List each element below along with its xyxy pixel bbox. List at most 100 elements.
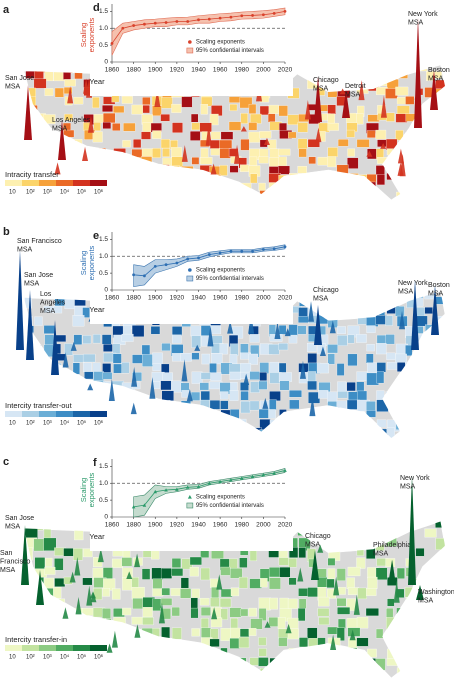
county — [121, 557, 133, 567]
county — [385, 558, 396, 568]
county — [279, 608, 292, 622]
city-spike — [311, 550, 319, 580]
county — [288, 558, 297, 568]
county — [356, 548, 364, 556]
county — [111, 164, 122, 173]
county — [161, 428, 170, 438]
county — [347, 353, 358, 367]
county — [258, 156, 269, 164]
county — [308, 521, 317, 531]
county — [404, 156, 414, 164]
county — [133, 139, 142, 148]
county — [287, 628, 299, 640]
county — [45, 557, 53, 567]
county — [336, 568, 346, 581]
county — [161, 390, 174, 401]
county — [395, 418, 405, 430]
county — [337, 139, 349, 147]
county — [131, 616, 145, 625]
county — [328, 191, 338, 199]
point — [175, 261, 179, 265]
city-spike — [414, 18, 422, 128]
county — [327, 557, 336, 566]
spike — [62, 607, 69, 619]
county — [376, 528, 386, 537]
county — [434, 148, 445, 160]
city-label: MSA — [313, 85, 329, 92]
city-label: San — [0, 550, 13, 557]
county — [269, 577, 281, 590]
county — [123, 648, 136, 660]
point — [218, 479, 222, 484]
county — [424, 164, 432, 173]
county — [24, 667, 33, 678]
county — [83, 362, 92, 373]
legend-tick: 10 — [9, 421, 16, 427]
county — [426, 363, 437, 375]
county — [258, 657, 269, 667]
point — [250, 474, 255, 478]
county — [297, 316, 309, 323]
county — [230, 587, 240, 597]
county — [54, 291, 68, 296]
point — [261, 248, 265, 251]
panel-letter: a — [3, 4, 10, 16]
county — [338, 521, 346, 526]
legend-label: 95% confidential intervals — [196, 503, 264, 509]
county — [122, 391, 131, 401]
county — [326, 578, 335, 588]
county — [34, 65, 46, 73]
county — [415, 353, 425, 362]
point — [132, 24, 136, 27]
spike — [89, 591, 96, 599]
county — [278, 182, 291, 190]
x-tick-label: 1880 — [126, 67, 141, 74]
county — [396, 667, 407, 678]
county — [385, 315, 393, 326]
county — [366, 325, 376, 333]
county — [210, 428, 222, 437]
county — [269, 391, 281, 402]
legend-swatch — [56, 411, 73, 417]
county — [238, 576, 248, 589]
point — [142, 503, 147, 507]
county — [347, 157, 359, 169]
county — [24, 95, 25, 106]
county — [210, 183, 222, 193]
county — [219, 598, 232, 608]
legend-tick: 10⁶ — [94, 654, 104, 661]
county — [24, 429, 26, 438]
y-tick-label: 0.5 — [99, 270, 108, 277]
county — [396, 607, 405, 619]
city-spike — [388, 560, 396, 585]
spike — [399, 310, 406, 330]
county — [346, 618, 358, 629]
county — [210, 325, 222, 335]
county — [336, 528, 346, 540]
city-label: MSA — [400, 483, 416, 490]
county — [220, 667, 232, 678]
county — [170, 429, 179, 438]
county — [33, 521, 44, 531]
spike — [216, 574, 223, 590]
county — [395, 647, 404, 656]
county — [54, 598, 65, 612]
county — [406, 390, 415, 401]
county — [259, 190, 272, 200]
county — [356, 139, 370, 148]
county — [259, 362, 270, 374]
county — [356, 334, 367, 343]
county — [152, 363, 161, 371]
city-label: MSA — [418, 597, 434, 604]
city-label: MSA — [408, 19, 424, 26]
legend-swatch — [39, 411, 56, 417]
county — [160, 568, 173, 579]
county — [406, 667, 416, 678]
county — [327, 147, 338, 157]
county — [201, 647, 210, 657]
county — [43, 148, 55, 158]
county — [297, 521, 307, 530]
county — [238, 657, 247, 667]
legend-tick: 10⁵ — [77, 420, 87, 427]
county — [425, 114, 436, 126]
